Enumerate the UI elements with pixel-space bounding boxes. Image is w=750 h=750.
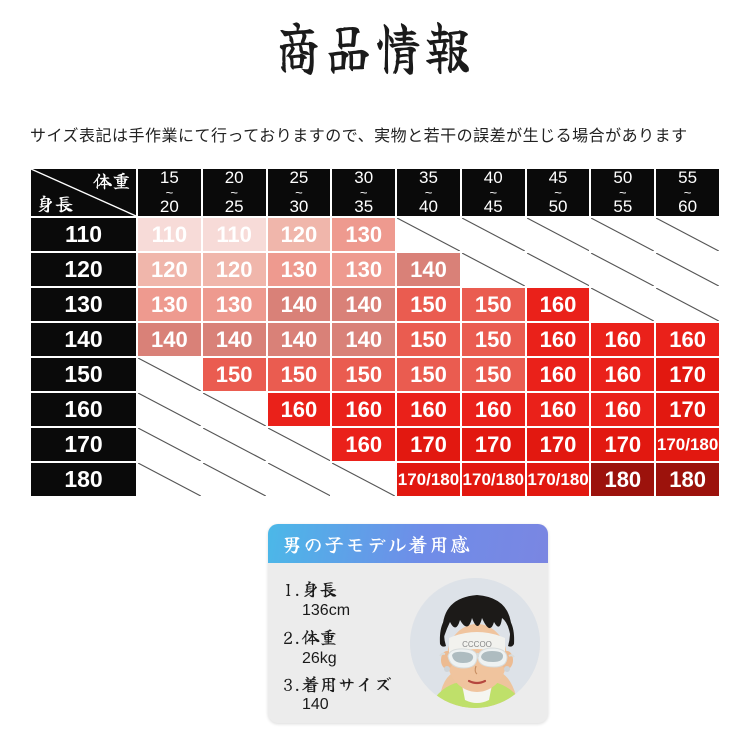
svg-text:CCCOO: CCCOO [462, 640, 492, 649]
